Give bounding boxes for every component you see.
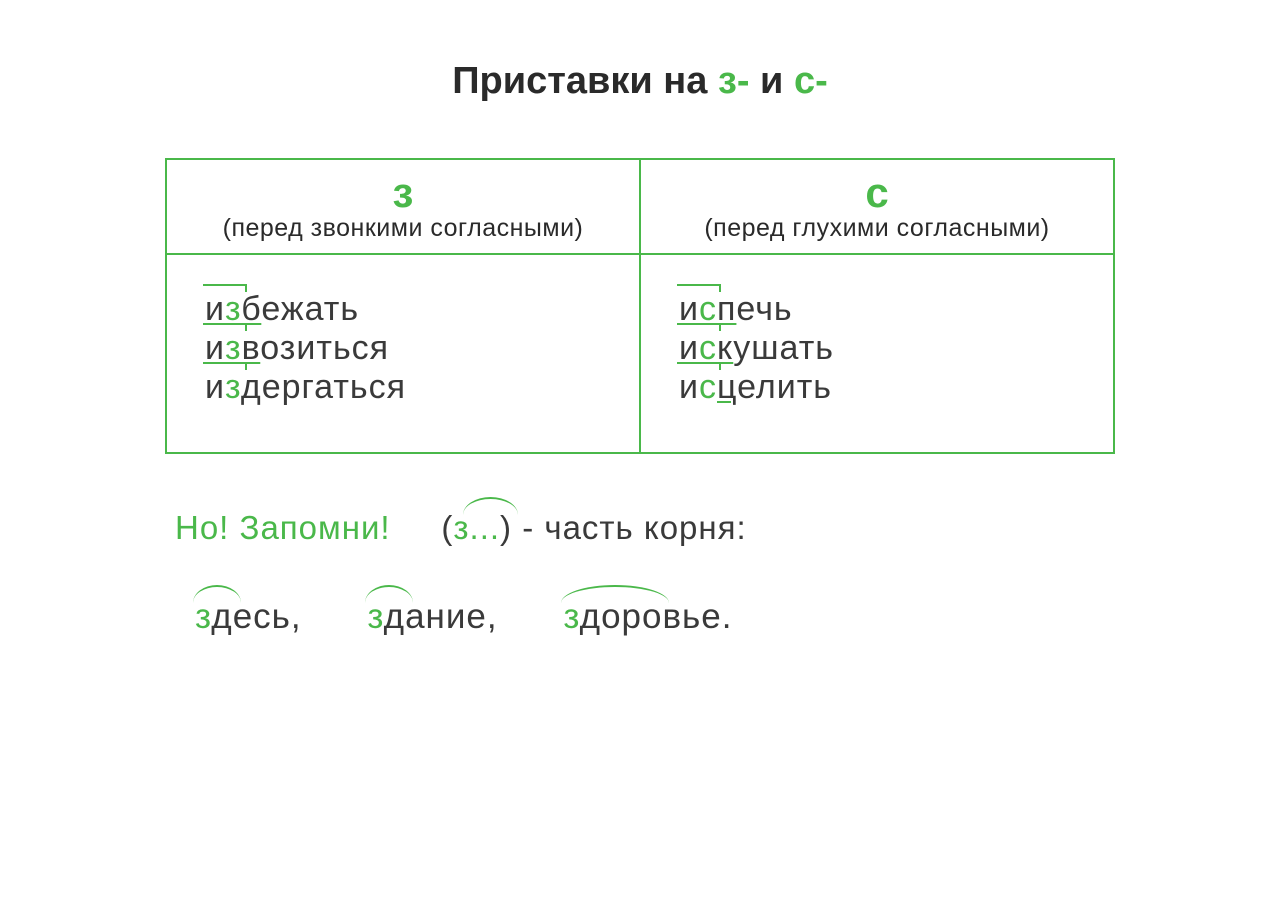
word-pre: и [205,368,225,406]
word-rest: ушать [733,329,834,367]
title-s: с- [794,60,828,102]
body-cell-left: избежать извозиться издергаться [167,255,641,452]
root-text: - часть корня: [512,509,747,546]
word-rest: дание, [384,597,498,636]
word-hl: з [367,597,383,636]
word-rest: озиться [260,329,389,367]
prefix-mark-icon [203,362,247,370]
word-rest: ечь [736,290,792,328]
prefix-mark-icon [203,284,247,292]
header-cell-z: з (перед звонкими согласными) [167,160,641,255]
title-text: Приставки на [452,60,718,102]
footer-words: здесь, здание, здоровье. [195,597,1190,637]
table-header-row: з (перед звонкими согласными) с (перед г… [167,160,1113,255]
word-hl: з [195,597,211,636]
remember-text: Но! Запомни! [175,509,391,546]
word-izdergatsya: издергаться [205,368,406,407]
footer-section: Но! Запомни! (з...) - часть корня: здесь… [175,509,1190,637]
header-letter-z: з [177,172,629,214]
header-letter-s: с [651,172,1103,214]
word-rest: десь, [211,597,301,636]
word-next: ц [717,368,737,406]
word-hl: з [225,368,241,406]
body-cell-right: испечь искушать исцелить [641,255,1113,452]
prefix-mark-icon [677,284,721,292]
header-sub-z: (перед звонкими согласными) [177,214,629,243]
footer-line1: Но! Запомни! (з...) - часть корня: [175,509,1190,547]
word-pre: и [679,368,699,406]
header-cell-s: с (перед глухими согласными) [641,160,1113,255]
prefix-mark-icon [203,323,247,331]
word-zdorovye: здоровье. [563,597,732,637]
title-and: и [749,60,793,102]
page-title: Приставки на з- и с- [90,60,1190,103]
word-zdes: здесь, [195,597,302,637]
rules-table: з (перед звонкими согласными) с (перед г… [165,158,1115,454]
table-body-row: избежать извозиться издергаться [167,255,1113,452]
word-zdanie: здание, [367,597,497,637]
paren-open: ( [441,509,453,546]
header-sub-s: (перед глухими согласными) [651,214,1103,243]
prefix-mark-icon [677,362,721,370]
word-hl: з [563,597,579,636]
word-hl: с [699,368,717,406]
word-rest: елить [737,368,832,406]
word-rest: ергаться [262,368,406,406]
title-z: з- [718,60,750,102]
prefix-mark-icon [677,323,721,331]
word-iscelit: исцелить [679,368,832,407]
word-next: д [241,368,262,406]
word-rest: ежать [261,290,359,328]
z-ellipsis: з... [453,509,500,546]
word-rest: доровье. [580,597,733,636]
